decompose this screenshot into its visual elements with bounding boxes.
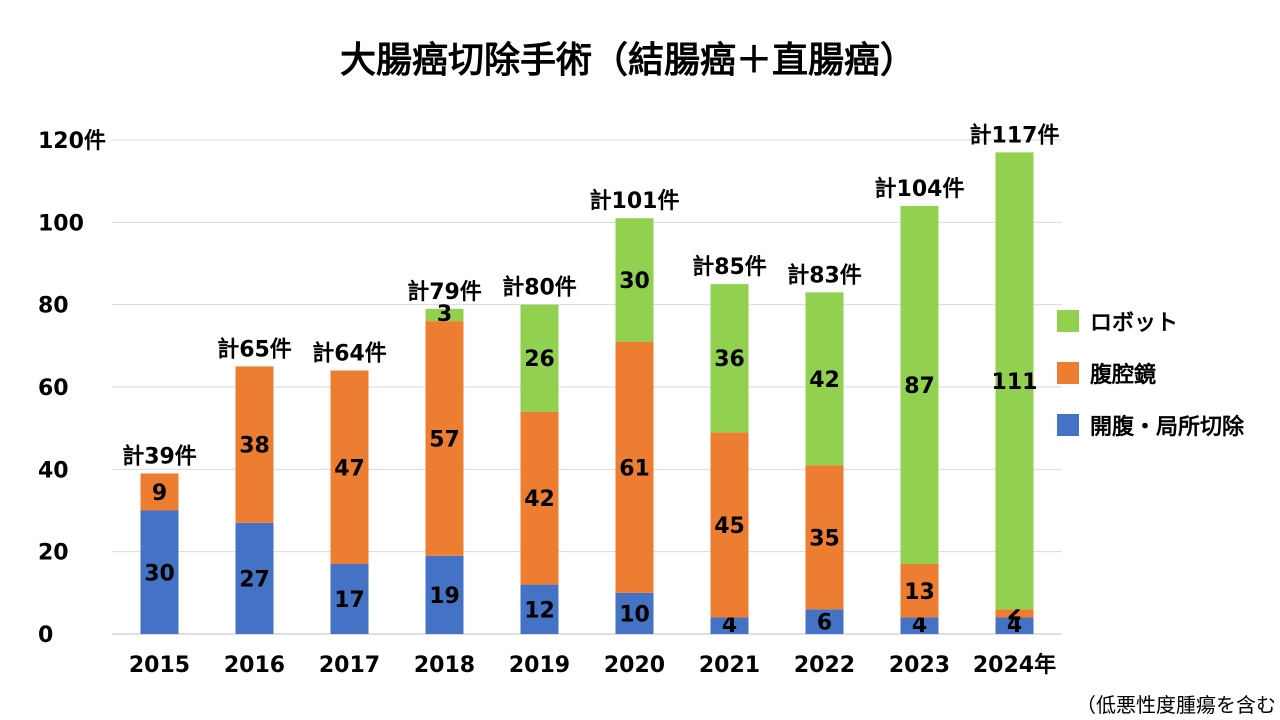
- total-label: 計83件: [787, 262, 862, 288]
- chart-title: 大腸癌切除手術（結腸癌＋直腸癌）: [340, 40, 916, 81]
- total-label: 計85件: [692, 254, 767, 280]
- bar-segment: [900, 617, 939, 634]
- bar-segment: [615, 218, 654, 342]
- x-tick-label: 2022: [794, 653, 855, 678]
- legend-swatch: [1057, 362, 1079, 384]
- data-label: 13: [904, 580, 935, 605]
- bar-segment: [995, 609, 1034, 618]
- legend-label: 開腹・局所切除: [1090, 414, 1245, 440]
- x-tick-label: 2018: [414, 653, 475, 678]
- y-tick-label: 100: [38, 211, 84, 236]
- bar-segment: [235, 522, 274, 634]
- x-tick-label: 2015: [129, 653, 190, 678]
- data-label: 26: [524, 347, 555, 372]
- x-tick-label: 2017: [319, 653, 380, 678]
- bar-segment: [425, 308, 464, 322]
- total-label: 計79件: [407, 279, 482, 305]
- bar-segment: [805, 609, 844, 634]
- bar-segment: [710, 432, 749, 618]
- bar-segment: [900, 564, 939, 618]
- x-tick-label: 2024年: [973, 652, 1056, 678]
- y-tick-label: 0: [38, 623, 53, 648]
- data-label: 3: [437, 302, 452, 327]
- data-label: 36: [714, 347, 745, 372]
- data-label: 61: [619, 456, 650, 481]
- total-label: 計80件: [502, 275, 577, 301]
- bar-segment: [520, 411, 559, 585]
- data-label: 42: [809, 368, 840, 393]
- data-label: 57: [429, 427, 460, 452]
- bar-segment: [520, 584, 559, 634]
- total-label: 計39件: [122, 443, 197, 469]
- bar-segment: [140, 473, 179, 511]
- y-tick-label: 80: [38, 294, 69, 319]
- data-label: 19: [429, 584, 460, 609]
- data-label: 45: [714, 514, 745, 539]
- bar-segment: [900, 205, 939, 565]
- bar-segment: [520, 304, 559, 412]
- bar-segment: [615, 341, 654, 593]
- data-label: 42: [524, 487, 555, 512]
- y-tick-label: 120件: [38, 129, 106, 154]
- bar-segment: [995, 617, 1034, 634]
- data-label: 4: [722, 613, 737, 638]
- data-label: 87: [904, 374, 935, 399]
- legend-label: ロボット: [1090, 311, 1178, 336]
- data-label: 35: [809, 526, 840, 551]
- data-label: 10: [619, 602, 650, 627]
- bar-segment: [995, 152, 1034, 610]
- x-tick-label: 2019: [509, 653, 570, 678]
- data-label: 111: [992, 370, 1038, 395]
- bar-segment: [330, 564, 369, 634]
- bar-segment: [710, 617, 749, 634]
- x-tick-label: 2016: [224, 653, 285, 678]
- bar-segment: [805, 465, 844, 610]
- data-label: 12: [524, 598, 555, 623]
- total-label: 計64件: [312, 341, 387, 367]
- data-label: 27: [239, 567, 270, 592]
- data-label: 6: [817, 611, 832, 636]
- data-label: 30: [619, 269, 650, 294]
- data-label: 30: [144, 561, 175, 586]
- x-axis-ticks: 2015 2016 2017 2018 2019 2020 2021 2022 2023 2024…: [129, 652, 1056, 678]
- total-label: 計65件: [217, 336, 292, 362]
- x-tick-label: 2023: [889, 653, 950, 678]
- total-label: 計104件: [875, 176, 965, 202]
- data-label: 38: [239, 434, 270, 459]
- total-label: 計117件: [970, 122, 1060, 148]
- bar-segment: [615, 592, 654, 634]
- bar-segment: [710, 284, 749, 433]
- bar-segment: [330, 370, 369, 565]
- y-tick-label: 60: [38, 376, 69, 401]
- y-axis-ticks: 0 20 40 60 80 100 120件: [38, 129, 106, 648]
- bar-segment: [140, 510, 179, 634]
- legend-label: 腹腔鏡: [1090, 362, 1156, 388]
- legend-swatch: [1057, 310, 1079, 332]
- data-label: 4: [912, 613, 927, 638]
- bar-segment: [805, 292, 844, 466]
- data-label: 47: [334, 456, 365, 481]
- bar-segment: [235, 366, 274, 523]
- data-label: 4: [1007, 613, 1022, 638]
- x-tick-label: 2020: [604, 653, 665, 678]
- x-tick-label: 2021: [699, 653, 760, 678]
- total-label: 計101件: [590, 188, 680, 214]
- y-tick-label: 40: [38, 458, 69, 483]
- bar-segment: [425, 321, 464, 556]
- footnote: （低悪性度腫瘍を含む: [1076, 693, 1276, 717]
- y-tick-label: 20: [38, 541, 69, 566]
- data-label: 9: [152, 481, 167, 506]
- legend-swatch: [1057, 414, 1079, 436]
- bar-segment: [425, 555, 464, 634]
- data-label: 17: [334, 588, 365, 613]
